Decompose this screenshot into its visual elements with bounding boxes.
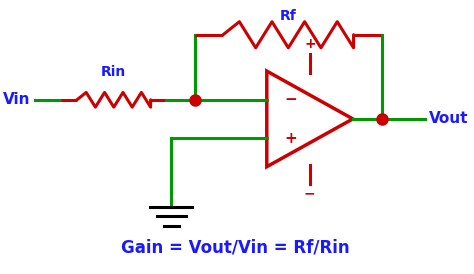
Text: Vin: Vin — [3, 92, 31, 107]
Text: +: + — [304, 37, 316, 51]
Text: −: − — [284, 92, 297, 107]
Text: −: − — [304, 187, 316, 201]
Text: Vout: Vout — [429, 112, 469, 126]
Text: Gain = Vout/Vin = Rf/Rin: Gain = Vout/Vin = Rf/Rin — [121, 238, 349, 256]
Text: Rin: Rin — [101, 65, 127, 79]
Text: +: + — [284, 130, 297, 145]
Text: Rf: Rf — [280, 9, 297, 23]
